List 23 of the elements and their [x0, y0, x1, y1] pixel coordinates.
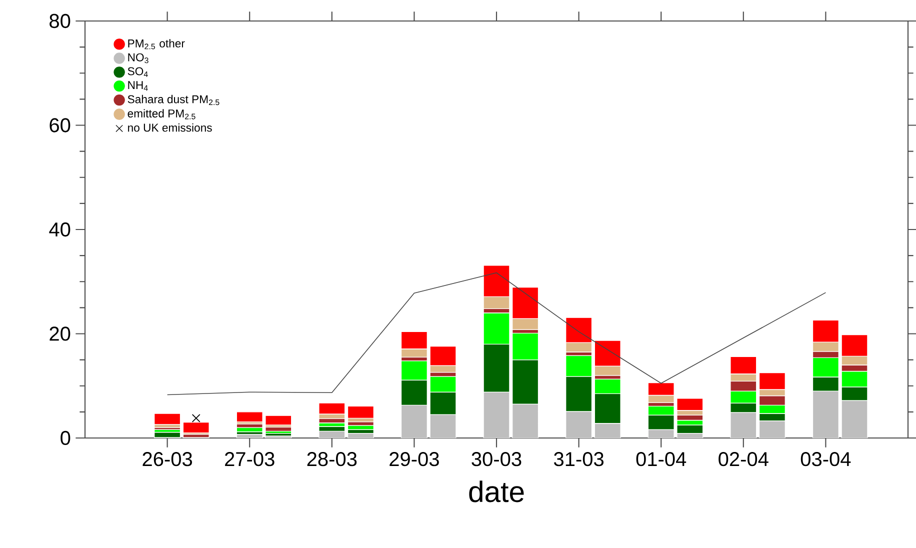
- y-tick-label: 80: [50, 14, 70, 28]
- legend-label: NO$_{3}$: [128, 53, 148, 64]
- x-tick-label: 03-04: [800, 452, 851, 466]
- x-tick-label: 30-03: [472, 452, 522, 466]
- legend-label: PM$_{2.5}$ other: [128, 39, 185, 50]
- legend-label: SO$_{4}$: [128, 67, 148, 77]
- legend-label: NH$_{4}$: [128, 81, 148, 91]
- legend-label: no UK emissions: [128, 123, 212, 132]
- x-tick-label: 01-04: [636, 452, 686, 466]
- x-tick-label: 27-03: [225, 452, 274, 466]
- y-tick-label: 0: [60, 430, 70, 446]
- legend-label: emitted PM$_{2.5}$: [128, 109, 196, 120]
- x-tick-label: 28-03: [307, 452, 357, 466]
- line-series: [166, 272, 826, 396]
- x-tick-label: 02-04: [718, 452, 768, 466]
- x-tick-label: 26-03: [142, 452, 192, 466]
- x-tick-label: 31-03: [554, 452, 604, 466]
- y-tick-label: 40: [49, 222, 70, 237]
- x-axis-title: date: [469, 480, 524, 502]
- y-tick-label: 60: [50, 118, 70, 132]
- legend-label: Sahara dust PM$_{2.5}$: [128, 94, 220, 106]
- y-tick-label: 20: [50, 326, 70, 341]
- x-tick-label: 29-03: [390, 452, 439, 466]
